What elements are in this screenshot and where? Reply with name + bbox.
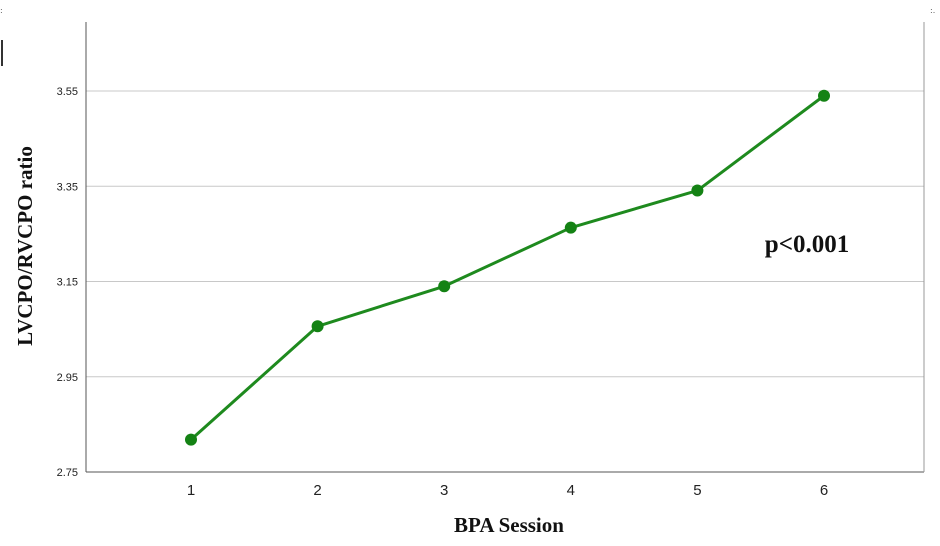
- corner-mark-right: :.: [930, 6, 935, 15]
- x-tick-label: 6: [820, 482, 828, 499]
- y-tick-label: 2.75: [57, 467, 78, 479]
- data-point: [818, 89, 830, 102]
- x-tick-labels: 1 2 3 4 5 6: [187, 482, 828, 499]
- data-point: [438, 280, 451, 293]
- y-axis-title: LVCPO/RVCPO ratio: [13, 146, 37, 346]
- corner-mark-left: :: [0, 6, 3, 15]
- series-layer: [185, 89, 830, 446]
- y-tick-label: 3.35: [57, 181, 78, 193]
- data-point: [691, 184, 704, 197]
- axes: [85, 22, 925, 473]
- data-point: [564, 221, 577, 234]
- series-line: [189, 94, 825, 441]
- x-tick-label: 2: [313, 482, 321, 499]
- p-value-annotation: p<0.001: [765, 231, 849, 258]
- data-point: [185, 433, 197, 446]
- x-tick-label: 3: [440, 482, 448, 499]
- gridlines: [86, 90, 924, 378]
- data-point: [311, 320, 324, 333]
- x-tick-label: 1: [187, 482, 195, 499]
- y-tick-label: 3.55: [57, 86, 78, 98]
- x-tick-label: 4: [567, 482, 575, 499]
- y-tick-label: 2.95: [57, 372, 78, 384]
- x-axis-title: BPA Session: [454, 513, 564, 537]
- x-tick-label: 5: [693, 482, 701, 499]
- y-tick-label: 3.15: [57, 277, 78, 289]
- y-tick-labels: 2.75 2.95 3.15 3.35 3.55: [57, 86, 78, 479]
